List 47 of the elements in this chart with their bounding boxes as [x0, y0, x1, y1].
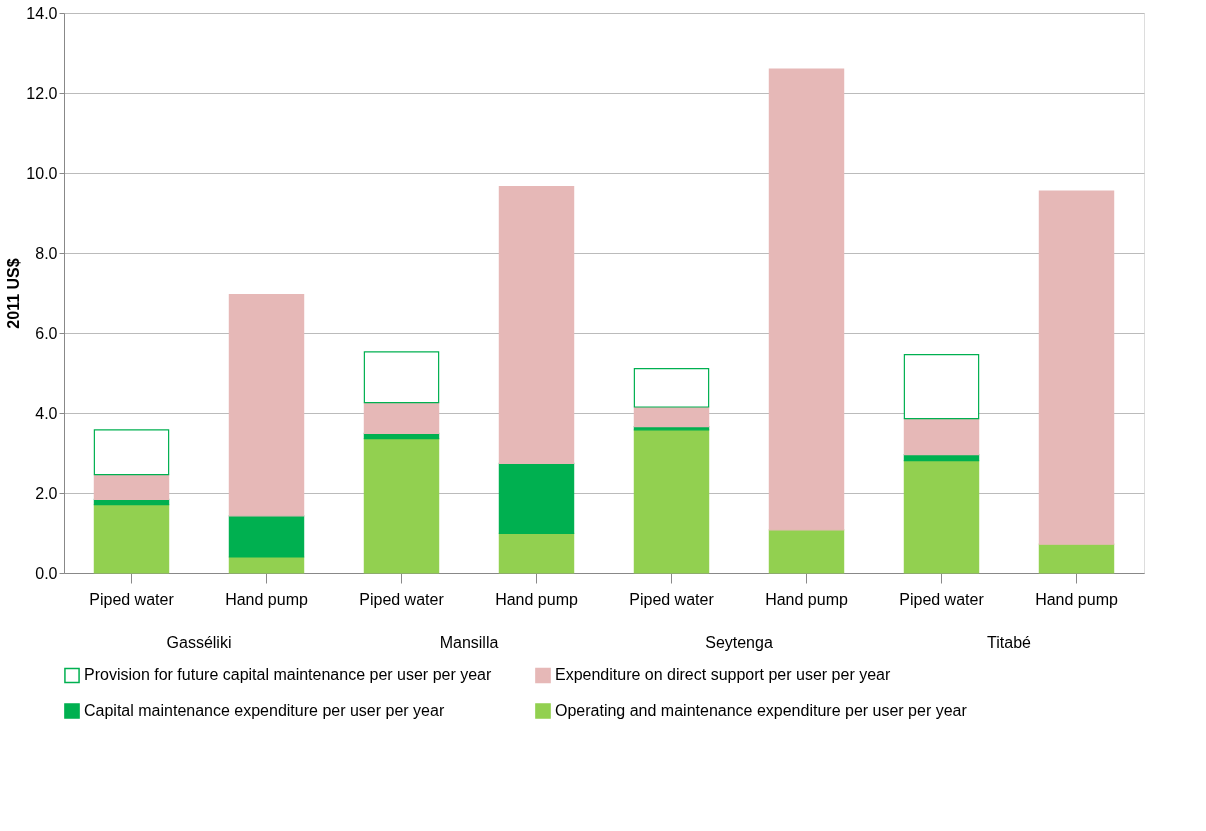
bar: [768, 68, 845, 531]
bar: [1038, 190, 1115, 545]
bar: [228, 556, 305, 574]
legend-label: Provision for future capital maintenance per user per year: [84, 666, 492, 684]
bar: [768, 529, 845, 574]
y-axis-title: 2011 US$: [5, 258, 23, 329]
legend-label: Capital maintenance expenditure per user per year: [84, 702, 445, 719]
bar: [1038, 543, 1115, 574]
bar: [93, 504, 170, 574]
bar: [363, 402, 440, 434]
x-tick-label: Hand pump: [1035, 590, 1118, 608]
bar: [903, 460, 980, 574]
legend-label: Expenditure on direct support per user per year: [555, 666, 891, 684]
bar: [363, 351, 440, 404]
bar: [498, 532, 575, 574]
text: Seytenga: [705, 634, 773, 651]
y-tick-label: 8.0: [35, 244, 58, 262]
bar: [498, 462, 575, 534]
x-tick-label: Piped water: [359, 590, 445, 608]
bar: [498, 186, 575, 464]
x-tick-label: Hand pump: [765, 590, 848, 608]
x-tick-label: Piped water: [629, 590, 715, 608]
bar: [228, 294, 305, 517]
text: Mansilla: [439, 634, 499, 651]
bar: [228, 515, 305, 558]
text: Gasséliki: [166, 634, 232, 651]
x-tick-label: Hand pump: [495, 590, 578, 608]
bar: [633, 429, 710, 574]
y-tick-label: 4.0: [35, 404, 58, 422]
y-tick-label: 2.0: [35, 484, 58, 502]
text: Titabé: [987, 634, 1032, 651]
bar: [633, 368, 710, 408]
legend-label: Operating and maintenance expenditure per user per year: [555, 702, 968, 719]
x-tick-label: Hand pump: [225, 590, 308, 608]
y-tick-label: 12.0: [26, 84, 58, 102]
y-tick-label: 10.0: [26, 164, 58, 182]
bar: [93, 474, 170, 500]
y-tick-label: 14.0: [26, 4, 58, 22]
y-tick-label: 0.0: [35, 564, 58, 582]
bar: [903, 354, 980, 420]
bar: [93, 429, 170, 476]
bar: [903, 418, 980, 456]
y-tick-label: 6.0: [35, 324, 58, 342]
bar: [363, 438, 440, 574]
x-tick-label: Piped water: [899, 590, 985, 608]
x-tick-label: Piped water: [89, 590, 175, 608]
bar: [633, 406, 710, 428]
